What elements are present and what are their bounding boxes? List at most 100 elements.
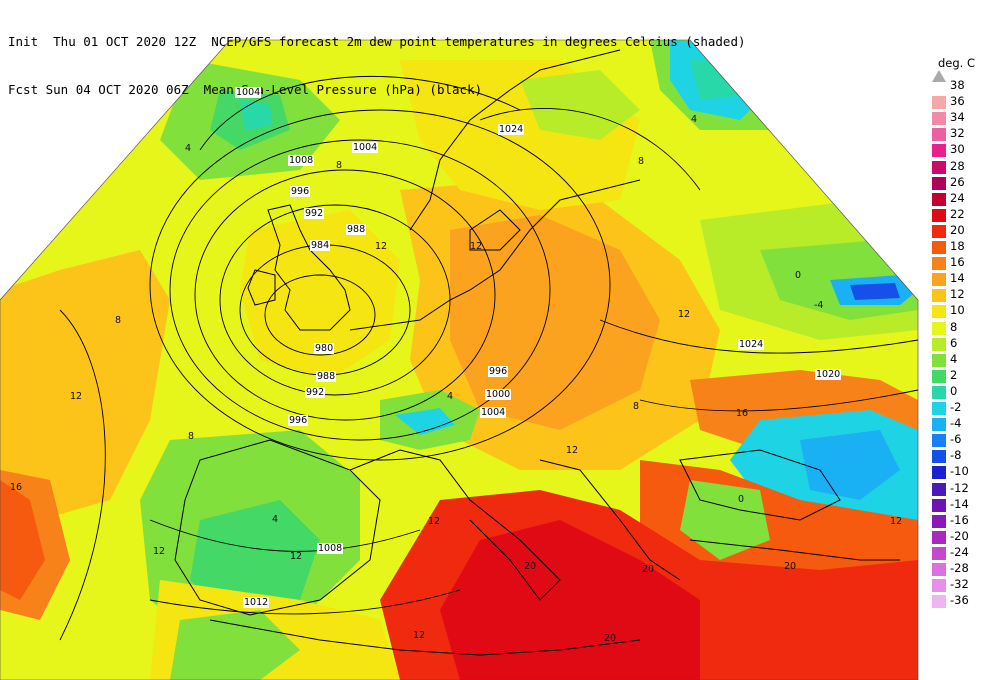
- colorbar-swatch: [932, 385, 946, 399]
- colorbar-level-label: -10: [950, 464, 969, 479]
- colorbar-level-label: 8: [950, 319, 958, 334]
- colorbar-swatch: [932, 498, 946, 512]
- colorbar-swatch: [932, 579, 946, 593]
- colorbar-level-label: 36: [950, 94, 965, 109]
- colorbar-level-label: 24: [950, 190, 965, 205]
- dewpoint-label: 12: [413, 630, 426, 641]
- colorbar-swatch: [932, 128, 946, 142]
- dewpoint-label: 20: [604, 633, 617, 644]
- colorbar-level-label: -20: [950, 528, 969, 543]
- colorbar-swatch: [932, 450, 946, 464]
- dewpoint-label: 0: [795, 270, 802, 281]
- dewpoint-label: 20: [642, 564, 655, 575]
- colorbar-level-label: -8: [950, 448, 962, 463]
- dewpoint-label: 4: [691, 114, 698, 125]
- isobar-label: 1012: [243, 597, 270, 608]
- colorbar-swatch: [932, 482, 946, 496]
- colorbar-level-label: -6: [950, 432, 962, 447]
- coastlines: [174, 49, 900, 656]
- isobar-label: 988: [346, 224, 367, 235]
- colorbar-level-label: 30: [950, 142, 965, 157]
- colorbar-level-label: -16: [950, 512, 969, 527]
- dewpoint-label: 12: [428, 516, 441, 527]
- colorbar-overflow-arrow-icon: [932, 70, 946, 82]
- dewpoint-label: 4: [185, 143, 192, 154]
- colorbar-swatch: [932, 353, 946, 367]
- colorbar-swatch: [932, 563, 946, 576]
- dewpoint-label: 8: [633, 401, 640, 412]
- dewpoint-label: 0: [738, 494, 745, 505]
- colorbar-swatch: [932, 289, 946, 303]
- colorbar-level-label: -4: [950, 416, 962, 431]
- dewpoint-label: 4: [272, 514, 279, 525]
- dewpoint-label: 12: [470, 241, 483, 252]
- colorbar-level-label: 34: [950, 110, 965, 125]
- colorbar-level-label: -32: [950, 577, 969, 592]
- colorbar-swatch: [932, 434, 946, 448]
- colorbar-swatch: [932, 273, 946, 287]
- isobar-label: 1000: [485, 389, 512, 400]
- forecast-map: [0, 39, 919, 680]
- colorbar-level-label: -36: [950, 593, 969, 608]
- colorbar-swatch: [932, 160, 946, 174]
- header-line-1: Init Thu 01 OCT 2020 12Z NCEP/GFS foreca…: [8, 34, 746, 49]
- dewpoint-label: 12: [566, 445, 579, 456]
- isobar-label: 1024: [738, 339, 765, 350]
- colorbar-level-label: -12: [950, 480, 969, 495]
- colorbar-level-label: 20: [950, 222, 965, 237]
- isobars: [59, 76, 919, 641]
- colorbar-level-label: 10: [950, 303, 965, 318]
- dewpoint-label: 12: [678, 309, 691, 320]
- colorbar-swatch: [932, 402, 946, 415]
- colorbar-swatch: [932, 96, 946, 110]
- dewpoint-label: -4: [814, 300, 824, 311]
- colorbar-level-label: 26: [950, 174, 965, 189]
- isobar-label: 992: [304, 208, 325, 219]
- dewpoint-label: 12: [890, 516, 903, 527]
- colorbar-level-label: 4: [950, 351, 958, 366]
- isobar-label: 996: [488, 366, 509, 377]
- isobar-label: 1008: [317, 543, 344, 554]
- dewpoint-label: 16: [736, 408, 749, 419]
- map-domain-outline: [0, 39, 919, 680]
- colorbar-level-label: -14: [950, 496, 969, 511]
- colorbar-level-label: -24: [950, 544, 969, 559]
- colorbar-swatch: [932, 257, 946, 271]
- colorbar-swatch: [932, 208, 946, 222]
- colorbar-swatch: [932, 112, 946, 126]
- colorbar-swatch: [932, 546, 946, 560]
- colorbar-level-label: 6: [950, 335, 958, 350]
- colorbar-level-label: 22: [950, 206, 965, 221]
- dewpoint-shading: [0, 40, 918, 680]
- isobar-label: 1004: [480, 407, 507, 418]
- colorbar-swatch: [932, 369, 946, 383]
- colorbar-level-label: 0: [950, 383, 958, 398]
- dewpoint-label: 12: [290, 551, 303, 562]
- dewpoint-label: 20: [524, 561, 537, 572]
- colorbar-swatch: [932, 192, 946, 206]
- colorbar-level-label: 2: [950, 367, 958, 382]
- isobar-label: 1004: [352, 142, 379, 153]
- colorbar-level-label: 16: [950, 255, 965, 270]
- chart-header: Init Thu 01 OCT 2020 12Z NCEP/GFS foreca…: [8, 2, 746, 114]
- colorbar-swatch: [932, 144, 946, 158]
- dewpoint-label: 12: [153, 546, 166, 557]
- colorbar-swatch: [932, 466, 946, 480]
- colorbar-level-label: 14: [950, 271, 965, 286]
- header-line-2: Fcst Sun 04 OCT 2020 06Z Mean Sea-Level …: [8, 82, 483, 97]
- isobar-label: 996: [288, 415, 309, 426]
- colorbar-swatch: [932, 305, 946, 319]
- colorbar-swatch: [932, 224, 946, 238]
- colorbar-level-label: 18: [950, 239, 965, 253]
- dewpoint-label: 20: [784, 561, 797, 572]
- dewpoint-label: 4: [447, 391, 454, 402]
- dewpoint-label: 12: [70, 391, 83, 402]
- dewpoint-label: 12: [375, 241, 388, 252]
- isobar-label: 980: [314, 343, 335, 354]
- colorbar-swatch: [932, 176, 946, 190]
- colorbar-level-label: 12: [950, 287, 965, 302]
- isobar-label: 1020: [815, 369, 842, 380]
- colorbar-level-label: 32: [950, 126, 965, 141]
- isobar-label: 996: [290, 186, 311, 197]
- colorbar-swatch: [932, 418, 946, 432]
